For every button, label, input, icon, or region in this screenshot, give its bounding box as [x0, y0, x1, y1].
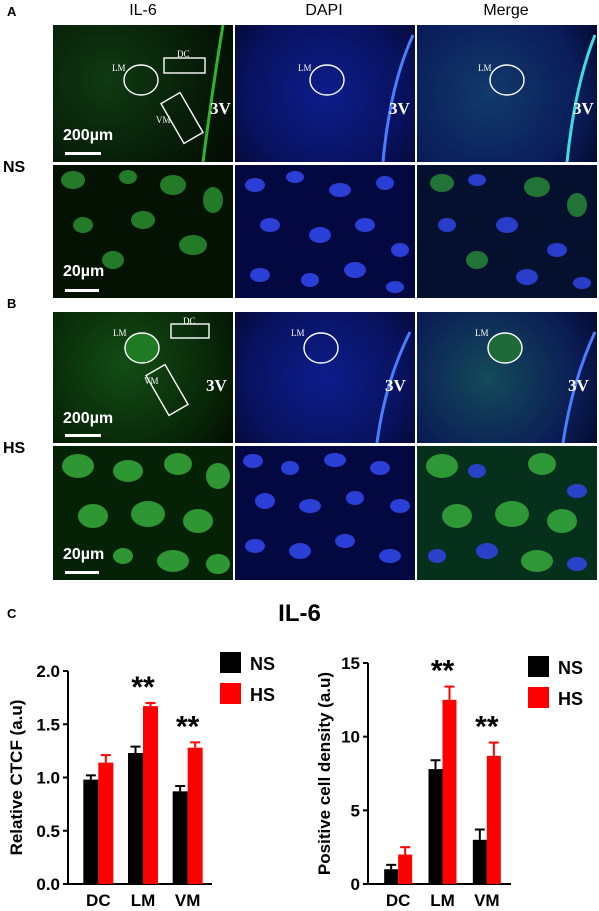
- region-label-dc: DC: [183, 316, 196, 326]
- micrograph-ns-dapi-low: LM 3V: [235, 25, 415, 162]
- legend-label-hs: HS: [558, 689, 583, 709]
- micrograph-hs-dapi-high: [235, 446, 415, 580]
- bar-hs: [143, 706, 158, 884]
- region-label-vm: VM: [156, 115, 171, 125]
- panel-letter-a: A: [7, 4, 17, 19]
- y-tick-label: 0: [351, 875, 360, 894]
- significance-marker: **: [131, 671, 155, 704]
- region-label-lm: LM: [478, 63, 492, 73]
- third-ventricle-label: 3V: [206, 376, 227, 395]
- third-ventricle-label: 3V: [385, 376, 406, 395]
- micrograph-ns-il6-high: 20µm: [53, 165, 233, 298]
- x-tick-label: VM: [175, 891, 201, 910]
- scale-bar: [65, 434, 101, 437]
- scale-bar-label: 20µm: [63, 263, 105, 280]
- bar-ns: [172, 791, 188, 884]
- legend-label-hs: HS: [250, 685, 275, 705]
- chart-figure-title: IL-6: [278, 600, 321, 627]
- y-tick-label: 1.5: [36, 715, 60, 734]
- row-label-ns: NS: [3, 159, 26, 176]
- y-tick-label: 0.0: [36, 875, 60, 894]
- column-header-dapi: DAPI: [305, 2, 343, 19]
- y-tick-label: 0.5: [36, 822, 60, 841]
- third-ventricle-label: 3V: [568, 376, 589, 395]
- bar-hs: [398, 854, 413, 884]
- y-tick-label: 10: [341, 728, 360, 747]
- bar-ns: [428, 769, 443, 884]
- y-tick-label: 1.0: [36, 769, 60, 788]
- region-label-lm: LM: [113, 328, 127, 338]
- third-ventricle-label: 3V: [210, 99, 231, 118]
- y-tick-label: 5: [351, 801, 360, 820]
- scale-bar-label: 200µm: [63, 127, 114, 144]
- column-header-merge: Merge: [483, 2, 529, 19]
- micrograph-hs-merge-high: [417, 446, 597, 580]
- y-tick-label: 15: [341, 654, 360, 673]
- significance-marker: **: [176, 710, 200, 743]
- region-label-lm: LM: [475, 328, 489, 338]
- third-ventricle-label: 3V: [573, 99, 594, 118]
- legend-swatch-hs: [528, 687, 549, 708]
- region-label-lm: LM: [298, 63, 312, 73]
- scale-bar: [65, 571, 99, 574]
- legend-swatch-hs: [220, 683, 241, 704]
- region-label-lm: LM: [112, 63, 126, 73]
- y-axis-label: Positive cell density (a.u): [315, 672, 334, 875]
- region-label-lm: LM: [291, 328, 305, 338]
- region-label-dc: DC: [177, 49, 190, 59]
- micrograph-hs-il6-low: LM DC VM 3V 200µm: [53, 312, 233, 443]
- y-tick-label: 2.0: [36, 662, 60, 681]
- micrograph-ns-merge-low: LM 3V: [417, 25, 597, 162]
- bar-ns: [83, 779, 99, 884]
- micrograph-hs-merge-low: LM 3V: [417, 312, 597, 443]
- chart-relative-ctcf: 0.0 0.5 1.0 1.5 2.0 Relative CTCF (a.u) DC LM **…: [7, 652, 275, 910]
- legend-swatch-ns: [528, 656, 549, 677]
- scale-bar-label: 200µm: [63, 410, 114, 427]
- micrograph-hs-il6-high: 20µm: [53, 446, 233, 580]
- significance-marker: **: [475, 711, 499, 744]
- panel-letter-b: B: [7, 296, 17, 311]
- legend-label-ns: NS: [558, 658, 583, 678]
- x-tick-label: DC: [386, 891, 411, 910]
- row-label-hs: HS: [3, 440, 26, 457]
- bar-hs: [442, 699, 457, 884]
- third-ventricle-label: 3V: [389, 99, 410, 118]
- scale-bar: [65, 289, 99, 292]
- bar-hs: [486, 755, 501, 884]
- legend-swatch-ns: [220, 652, 241, 673]
- bar-hs: [187, 747, 203, 884]
- bar-ns: [384, 869, 399, 884]
- bar-ns: [472, 839, 487, 884]
- x-tick-label: LM: [430, 891, 455, 910]
- x-tick-label: VM: [474, 891, 500, 910]
- micrograph-ns-dapi-high: [235, 165, 415, 298]
- y-axis-label: Relative CTCF (a.u): [7, 700, 26, 856]
- significance-marker: **: [431, 655, 455, 688]
- region-label-vm: VM: [144, 376, 159, 386]
- chart-positive-cell-density: 0 5 10 15 Positive cell density (a.u) DC LM ** V…: [315, 654, 583, 910]
- panel-letter-c: C: [7, 606, 17, 621]
- x-tick-label: LM: [131, 891, 156, 910]
- scale-bar-label: 20µm: [63, 546, 105, 563]
- micrograph-hs-dapi-low: LM 3V: [235, 312, 415, 443]
- scale-bar: [65, 152, 101, 155]
- bar-hs: [98, 762, 114, 884]
- micrograph-ns-merge-high: [417, 165, 597, 298]
- legend-label-ns: NS: [250, 654, 275, 674]
- x-tick-label: DC: [86, 891, 111, 910]
- micrograph-ns-il6-low: LM DC VM 3V 200µm: [53, 25, 233, 162]
- column-header-il6: IL-6: [129, 2, 157, 19]
- bar-ns: [128, 753, 143, 884]
